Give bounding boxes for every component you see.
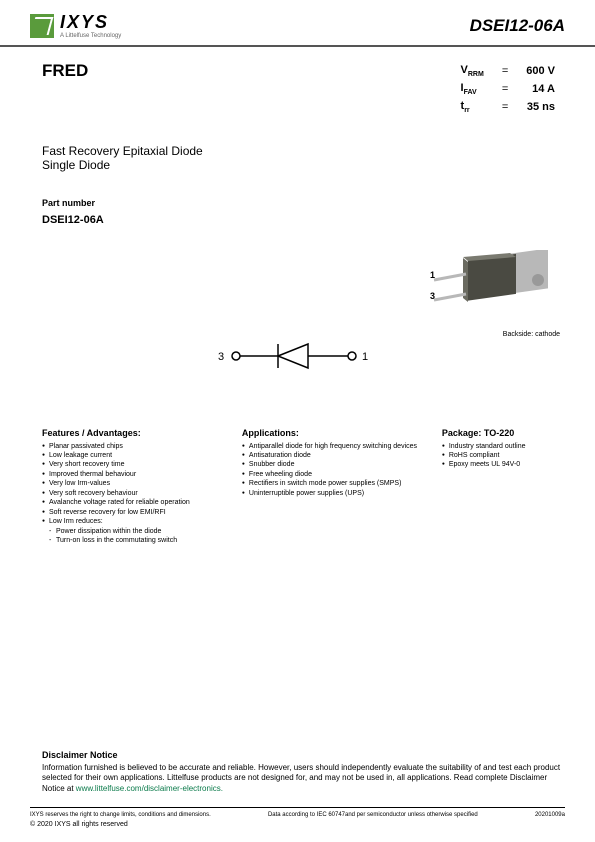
product-description: Fast Recovery Epitaxial Diode Single Dio… bbox=[0, 118, 595, 172]
top-row: FRED VRRM=600 V IFAV=14 A trr=35 ns bbox=[0, 47, 595, 118]
list-item: Uninterruptible power supplies (UPS) bbox=[242, 489, 418, 498]
list-item: Avalanche voltage rated for reliable ope… bbox=[42, 498, 218, 507]
logo: IXYS A Littelfuse Technology bbox=[30, 12, 121, 39]
diode-symbol-icon: 3 1 bbox=[218, 336, 378, 376]
list-item: Free wheeling diode bbox=[242, 470, 418, 479]
product-name: FRED bbox=[42, 61, 88, 118]
list-item: Turn-on loss in the commutating switch bbox=[42, 536, 218, 545]
applications-heading: Applications: bbox=[242, 428, 418, 438]
list-item: Antisaturation diode bbox=[242, 451, 418, 460]
logo-icon bbox=[30, 14, 54, 38]
part-number-value: DSEI12-06A bbox=[42, 214, 565, 226]
list-item: Epoxy meets UL 94V-0 bbox=[442, 460, 565, 469]
svg-text:1: 1 bbox=[362, 351, 368, 363]
footer-right: 20201009a bbox=[535, 812, 565, 818]
package-image: 1 3 Backside: cathode bbox=[430, 250, 560, 338]
disclaimer-section: Disclaimer Notice Information furnished … bbox=[42, 750, 565, 794]
features-heading: Features / Advantages: bbox=[42, 428, 218, 438]
list-item: RoHS compliant bbox=[442, 451, 565, 460]
list-item: Industry standard outline bbox=[442, 442, 565, 451]
info-columns: Features / Advantages: Planar passivated… bbox=[0, 378, 595, 546]
pin-1-label: 1 bbox=[430, 270, 435, 280]
svg-text:3: 3 bbox=[218, 351, 224, 363]
pin-3-label: 3 bbox=[430, 291, 435, 301]
spec-row: VRRM=600 V bbox=[453, 63, 563, 79]
footer-center: Data according to IEC 60747and per semic… bbox=[268, 812, 478, 818]
list-item: Planar passivated chips bbox=[42, 442, 218, 451]
package-caption: Backside: cathode bbox=[430, 331, 560, 338]
features-column: Features / Advantages: Planar passivated… bbox=[42, 428, 218, 546]
desc-line: Fast Recovery Epitaxial Diode bbox=[42, 144, 565, 158]
disclaimer-heading: Disclaimer Notice bbox=[42, 750, 565, 760]
features-list: Planar passivated chipsLow leakage curre… bbox=[42, 442, 218, 546]
logo-text: IXYS bbox=[60, 12, 121, 33]
package-list: Industry standard outlineRoHS compliantE… bbox=[442, 442, 565, 470]
list-item: Soft reverse recovery for low EMI/RFI bbox=[42, 508, 218, 517]
to220-icon: 1 3 bbox=[430, 250, 560, 325]
package-column: Package: TO-220 Industry standard outlin… bbox=[442, 428, 565, 546]
list-item: Very low Irm-values bbox=[42, 479, 218, 488]
logo-subtitle: A Littelfuse Technology bbox=[60, 33, 121, 39]
list-item: Very soft recovery behaviour bbox=[42, 489, 218, 498]
page-footer: IXYS reserves the right to change limits… bbox=[30, 807, 565, 828]
list-item: Improved thermal behaviour bbox=[42, 470, 218, 479]
disclaimer-text: Information furnished is believed to be … bbox=[42, 763, 565, 794]
page-header: IXYS A Littelfuse Technology DSEI12-06A bbox=[0, 0, 595, 47]
key-specs-table: VRRM=600 V IFAV=14 A trr=35 ns bbox=[451, 61, 565, 118]
schematic-diagram: 3 1 bbox=[0, 336, 595, 378]
list-item: Low Irm reduces: bbox=[42, 517, 218, 526]
spec-row: trr=35 ns bbox=[453, 99, 563, 115]
part-number-section: Part number DSEI12-06A bbox=[0, 172, 595, 226]
disclaimer-link[interactable]: www.littelfuse.com/disclaimer-electronic… bbox=[76, 784, 223, 793]
list-item: Very short recovery time bbox=[42, 460, 218, 469]
spec-row: IFAV=14 A bbox=[453, 81, 563, 97]
package-heading: Package: TO-220 bbox=[442, 428, 565, 438]
list-item: Antiparallel diode for high frequency sw… bbox=[242, 442, 418, 451]
footer-copyright: © 2020 IXYS all rights reserved bbox=[30, 821, 565, 828]
desc-line: Single Diode bbox=[42, 158, 565, 172]
list-item: Power dissipation within the diode bbox=[42, 527, 218, 536]
list-item: Low leakage current bbox=[42, 451, 218, 460]
part-number-label: Part number bbox=[42, 198, 565, 208]
header-part-code: DSEI12-06A bbox=[470, 16, 565, 36]
list-item: Rectifiers in switch mode power supplies… bbox=[242, 479, 418, 488]
footer-left: IXYS reserves the right to change limits… bbox=[30, 812, 211, 818]
list-item: Snubber diode bbox=[242, 460, 418, 469]
applications-column: Applications: Antiparallel diode for hig… bbox=[242, 428, 418, 546]
applications-list: Antiparallel diode for high frequency sw… bbox=[242, 442, 418, 499]
